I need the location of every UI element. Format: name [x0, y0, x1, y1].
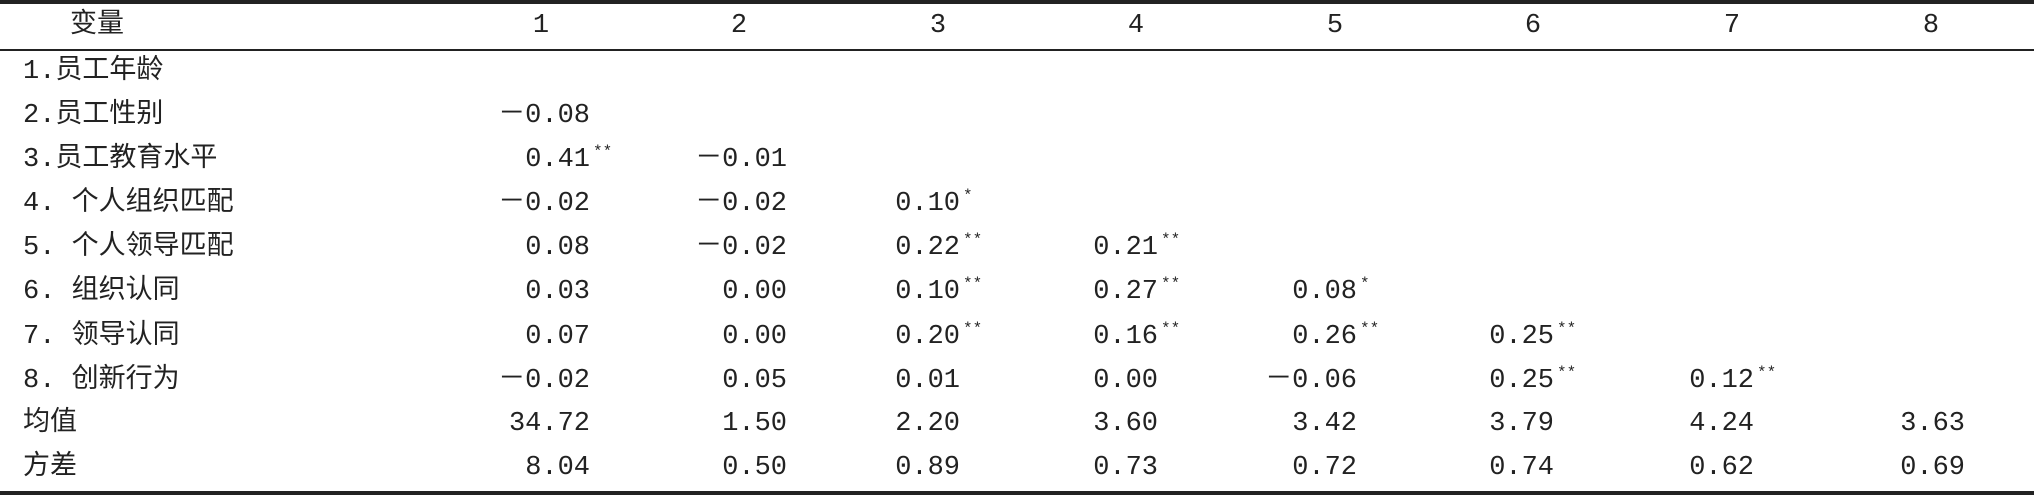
header-cell: 8 — [1922, 11, 1940, 41]
cell-value: 3.60 — [1093, 409, 1158, 439]
row-label: 2.员工性别 — [23, 101, 164, 131]
significance-mark: ** — [593, 143, 613, 161]
cell-value: 0.26 ** — [1292, 320, 1379, 352]
top-rule — [0, 0, 2034, 4]
cell-value: 0.08 * — [1292, 275, 1369, 307]
significance-mark: ** — [1360, 320, 1380, 338]
significance-mark: ** — [1161, 275, 1181, 293]
cell-value: 4.24 — [1689, 409, 1754, 439]
cell-value: 0.01 — [895, 366, 960, 396]
header-cell: 7 — [1723, 11, 1741, 41]
row-label: 8. 创新行为 — [23, 366, 180, 396]
cell-value: －0.02 — [695, 233, 787, 263]
header-cell: 4 — [1127, 11, 1145, 41]
row-label: 方差 — [23, 453, 77, 483]
cell-value: 0.12 ** — [1689, 364, 1776, 396]
cell-value: 0.00 — [722, 322, 787, 352]
significance-mark: ** — [1161, 231, 1181, 249]
cell-value: 0.03 — [525, 277, 590, 307]
cell-value: 0.41 ** — [525, 143, 612, 175]
cell-value: 0.72 — [1292, 453, 1357, 483]
row-label: 7. 领导认同 — [23, 322, 180, 352]
row-label: 4. 个人组织匹配 — [23, 189, 234, 219]
bottom-rule — [0, 491, 2034, 495]
cell-value: 0.08 — [525, 233, 590, 263]
cell-value: －0.02 — [498, 189, 590, 219]
cell-value: 0.62 — [1689, 453, 1754, 483]
cell-value: 0.21 ** — [1093, 231, 1180, 263]
cell-value: 0.00 — [1093, 366, 1158, 396]
cell-value: 0.20 ** — [895, 320, 982, 352]
row-label: 均值 — [23, 409, 77, 439]
significance-mark: * — [1360, 275, 1370, 293]
cell-value: 8.04 — [525, 453, 590, 483]
header-cell: 6 — [1524, 11, 1542, 41]
cell-value: 0.74 — [1489, 453, 1554, 483]
header-cell: 变量 — [70, 11, 124, 41]
header-cell: 3 — [929, 11, 947, 41]
cell-value: 0.50 — [722, 453, 787, 483]
cell-value: 0.10 * — [895, 187, 972, 219]
significance-mark: ** — [963, 275, 983, 293]
cell-value: 2.20 — [895, 409, 960, 439]
cell-value: －0.02 — [695, 189, 787, 219]
cell-value: 0.10 ** — [895, 275, 982, 307]
cell-value: 0.89 — [895, 453, 960, 483]
cell-value: 0.69 — [1900, 453, 1965, 483]
cell-value: 0.00 — [722, 277, 787, 307]
significance-mark: ** — [963, 320, 983, 338]
header-cell: 5 — [1326, 11, 1344, 41]
cell-value: 0.73 — [1093, 453, 1158, 483]
cell-value: 34.72 — [508, 409, 590, 439]
cell-value: 3.42 — [1292, 409, 1357, 439]
significance-mark: ** — [1757, 364, 1777, 382]
cell-value: 3.79 — [1489, 409, 1554, 439]
row-label: 3.员工教育水平 — [23, 145, 218, 175]
header-cell: 2 — [730, 11, 748, 41]
row-label: 5. 个人领导匹配 — [23, 233, 234, 263]
significance-mark: ** — [1557, 320, 1577, 338]
cell-value: 0.05 — [722, 366, 787, 396]
cell-value: 0.07 — [525, 322, 590, 352]
cell-value: －0.01 — [695, 145, 787, 175]
row-label: 6. 组织认同 — [23, 277, 180, 307]
cell-value: 0.27 ** — [1093, 275, 1180, 307]
cell-value: 0.25 ** — [1489, 364, 1576, 396]
cell-value: 0.16 ** — [1093, 320, 1180, 352]
cell-value: 3.63 — [1900, 409, 1965, 439]
cell-value: 0.25 ** — [1489, 320, 1576, 352]
cell-value: 1.50 — [722, 409, 787, 439]
cell-value: 0.22 ** — [895, 231, 982, 263]
header-rule — [0, 49, 2034, 51]
header-cell: 1 — [532, 11, 550, 41]
significance-mark: * — [963, 187, 973, 205]
cell-value: －0.08 — [498, 101, 590, 131]
significance-mark: ** — [1161, 320, 1181, 338]
cell-value: －0.02 — [498, 366, 590, 396]
cell-value: －0.06 — [1265, 366, 1357, 396]
significance-mark: ** — [963, 231, 983, 249]
row-label: 1.员工年龄 — [23, 57, 164, 87]
significance-mark: ** — [1557, 364, 1577, 382]
